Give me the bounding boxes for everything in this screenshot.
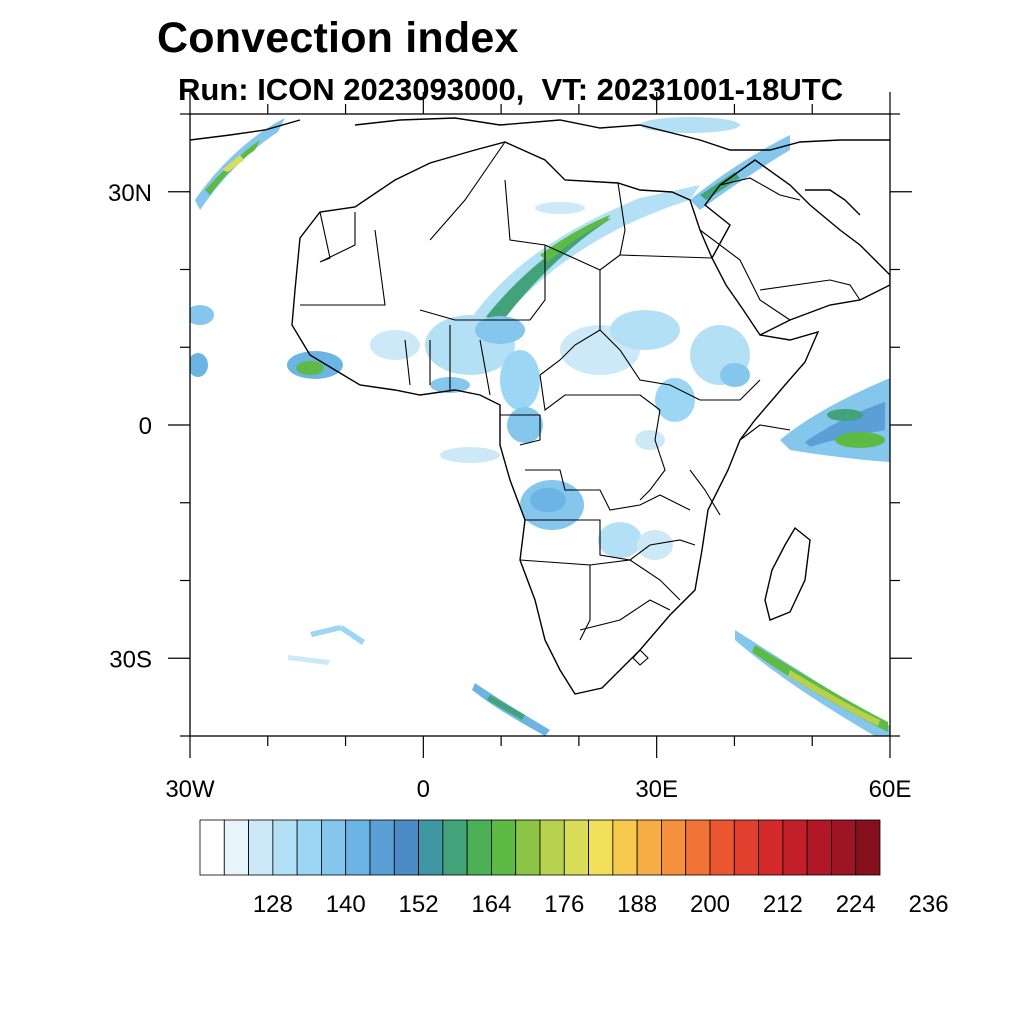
axis-ticks	[168, 92, 912, 758]
colorbar-label: 140	[326, 891, 366, 918]
colorbar-swatch	[685, 819, 711, 876]
madagascar-coastline	[764, 526, 811, 621]
colorbar-label: 176	[544, 891, 584, 918]
colorbar	[199, 819, 881, 876]
colorbar-swatch	[588, 819, 614, 876]
colorbar-swatch	[466, 819, 492, 876]
lat-tick-label: 30N	[108, 180, 152, 207]
colorbar-label: 212	[763, 891, 803, 918]
colorbar-swatch	[223, 819, 249, 876]
colorbar-swatch	[831, 819, 857, 876]
plot-subtitle: Run: ICON 2023093000, VT: 20231001-18UTC	[178, 72, 844, 107]
colorbar-labels: 128 140 152 164 176 188 200 212 224 236	[253, 891, 949, 918]
colorbar-swatch	[612, 819, 638, 876]
lon-tick-label: 30W	[165, 776, 215, 803]
colorbar-swatch	[393, 819, 419, 876]
plot-title: Convection index	[157, 14, 519, 62]
colorbar-swatch	[806, 819, 832, 876]
colorbar-swatch	[296, 819, 322, 876]
colorbar-swatch	[442, 819, 468, 876]
colorbar-swatch	[758, 819, 784, 876]
colorbar-swatch	[321, 819, 347, 876]
mediterranean-north-coast	[190, 117, 890, 151]
colorbar-swatch	[248, 819, 274, 876]
colorbar-swatch	[733, 819, 759, 876]
colorbar-label: 152	[399, 891, 439, 918]
convection-field-layer	[190, 117, 890, 736]
convection-core-sahara-band	[485, 218, 612, 318]
colorbar-label: 200	[690, 891, 730, 918]
colorbar-swatch	[709, 819, 735, 876]
colorbar-swatch	[563, 819, 589, 876]
colorbar-swatch	[345, 819, 371, 876]
colorbar-swatch	[636, 819, 662, 876]
coastline-layer	[190, 117, 890, 695]
colorbar-label: 128	[253, 891, 293, 918]
colorbar-label: 236	[909, 891, 949, 918]
lon-tick-label: 0	[417, 776, 430, 803]
lon-tick-label: 30E	[635, 776, 678, 803]
colorbar-swatch	[199, 819, 225, 876]
colorbar-swatch	[418, 819, 444, 876]
colorbar-swatch	[515, 819, 541, 876]
arabia-coastline	[704, 159, 890, 336]
africa-coastline	[291, 141, 820, 695]
colorbar-swatch	[272, 819, 298, 876]
lat-tick-label: 30S	[109, 646, 152, 673]
axis-tick-labels: 30W 0 30E 60E 30N 0 30S	[108, 180, 911, 803]
colorbar-swatch	[661, 819, 687, 876]
colorbar-swatch	[855, 819, 881, 876]
colorbar-label: 188	[617, 891, 657, 918]
lat-tick-label: 0	[139, 413, 152, 440]
colorbar-label: 224	[836, 891, 876, 918]
colorbar-swatch	[782, 819, 808, 876]
colorbar-swatch	[491, 819, 517, 876]
colorbar-label: 164	[471, 891, 511, 918]
country-borders	[300, 141, 861, 666]
colorbar-swatch	[539, 819, 565, 876]
lon-tick-label: 60E	[869, 776, 912, 803]
convection-area-nw-atlantic	[195, 118, 285, 210]
colorbar-swatch	[369, 819, 395, 876]
